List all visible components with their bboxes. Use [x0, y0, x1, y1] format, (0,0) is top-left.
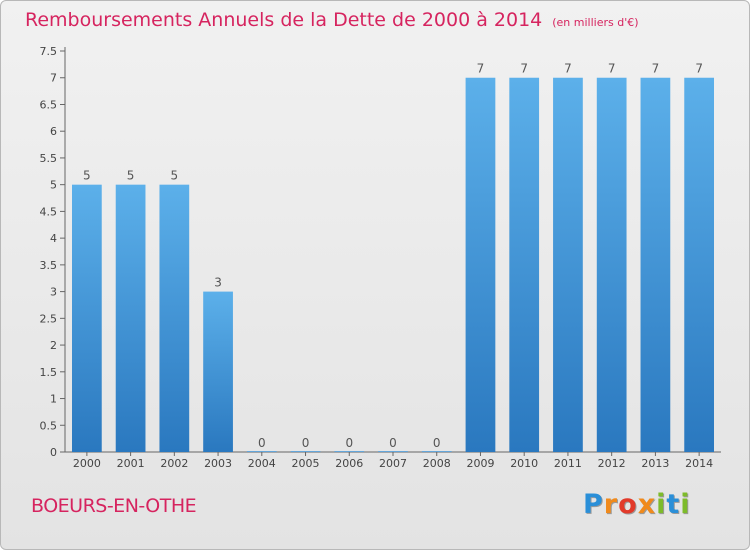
bar-value-label: 7: [520, 62, 528, 76]
x-tick-label: 2000: [73, 457, 101, 470]
bar: [640, 77, 671, 452]
bar: [115, 184, 146, 452]
y-tick-label: 2: [50, 339, 57, 352]
bar: [553, 77, 583, 452]
bar-value-label: 3: [214, 276, 222, 290]
bar: [290, 451, 321, 452]
y-tick-label: 2.5: [40, 312, 58, 325]
bar-value-label: 0: [389, 436, 397, 450]
chart-title: Remboursements Annuels de la Dette de 20…: [25, 9, 639, 31]
bar: [159, 184, 190, 452]
bar-value-label: 7: [608, 62, 616, 76]
y-tick-label: 5: [50, 179, 57, 192]
bar-value-label: 0: [433, 436, 441, 450]
chart-title-text: Remboursements Annuels de la Dette de 20…: [25, 9, 543, 31]
x-tick-label: 2008: [423, 457, 451, 470]
x-tick-label: 2011: [554, 457, 582, 470]
x-tick-label: 2004: [248, 457, 276, 470]
y-tick-label: 3: [50, 286, 57, 299]
x-tick-label: 2006: [335, 457, 363, 470]
bar: [465, 77, 496, 452]
bar-value-label: 7: [477, 62, 485, 76]
y-axis: 0 0.5 1 1.5 2 2.5 3 3.5 4 4.5 5 5.5 6 6.5 7 7.5: [40, 45, 66, 459]
bar-value-label: 5: [171, 169, 179, 183]
x-axis: 2000 2001 2002 2003 2004 2005 2006 2007 2008 2009…: [65, 451, 721, 470]
bar-value-label: 5: [83, 169, 91, 183]
x-tick-label: 2013: [641, 457, 669, 470]
bar: [596, 77, 627, 452]
chart-subtitle: (en milliers d'€): [552, 16, 639, 29]
bar-value-label: 0: [302, 436, 310, 450]
y-tick-label: 5.5: [40, 152, 58, 165]
y-tick-label: 6: [50, 125, 57, 138]
x-tick-label: 2010: [510, 457, 538, 470]
proxiti-logo: Proxiti: [583, 489, 691, 520]
bar: [509, 77, 540, 452]
place-name: BOEURS-EN-OTHE: [31, 495, 197, 517]
x-tick-label: 2005: [292, 457, 320, 470]
x-tick-label: 2003: [204, 457, 232, 470]
x-tick-label: 2014: [685, 457, 713, 470]
bar-value-label: 7: [564, 62, 572, 76]
y-tick-label: 4: [50, 232, 57, 245]
bar-value-label: 0: [258, 436, 266, 450]
y-tick-label: 7: [50, 72, 57, 85]
x-tick-label: 2009: [466, 457, 494, 470]
bar: [684, 77, 715, 452]
bar-value-label: 0: [345, 436, 353, 450]
bars: [71, 77, 715, 452]
y-tick-label: 3.5: [40, 259, 58, 272]
bar: [203, 291, 233, 452]
y-tick-label: 1: [50, 393, 57, 406]
bar-value-label: 7: [695, 62, 703, 76]
bar: [246, 451, 277, 452]
bar-value-label: 7: [652, 62, 660, 76]
x-tick-label: 2012: [598, 457, 626, 470]
y-tick-label: 6.5: [40, 98, 58, 111]
y-tick-label: 4.5: [40, 205, 58, 218]
bar: [421, 451, 452, 452]
bar-value-labels: 5 5 5 3 0 0 0 0 0 7 7 7 7 7 7: [83, 62, 703, 450]
bar: [334, 451, 365, 452]
x-tick-label: 2007: [379, 457, 407, 470]
y-tick-label: 0.5: [40, 419, 58, 432]
bar: [71, 184, 102, 452]
x-tick-label: 2001: [117, 457, 145, 470]
bar-value-label: 5: [127, 169, 135, 183]
y-tick-label: 0: [50, 446, 57, 459]
y-tick-label: 1.5: [40, 366, 58, 379]
bar: [378, 451, 408, 452]
y-tick-label: 7.5: [40, 45, 58, 58]
x-tick-label: 2002: [160, 457, 188, 470]
